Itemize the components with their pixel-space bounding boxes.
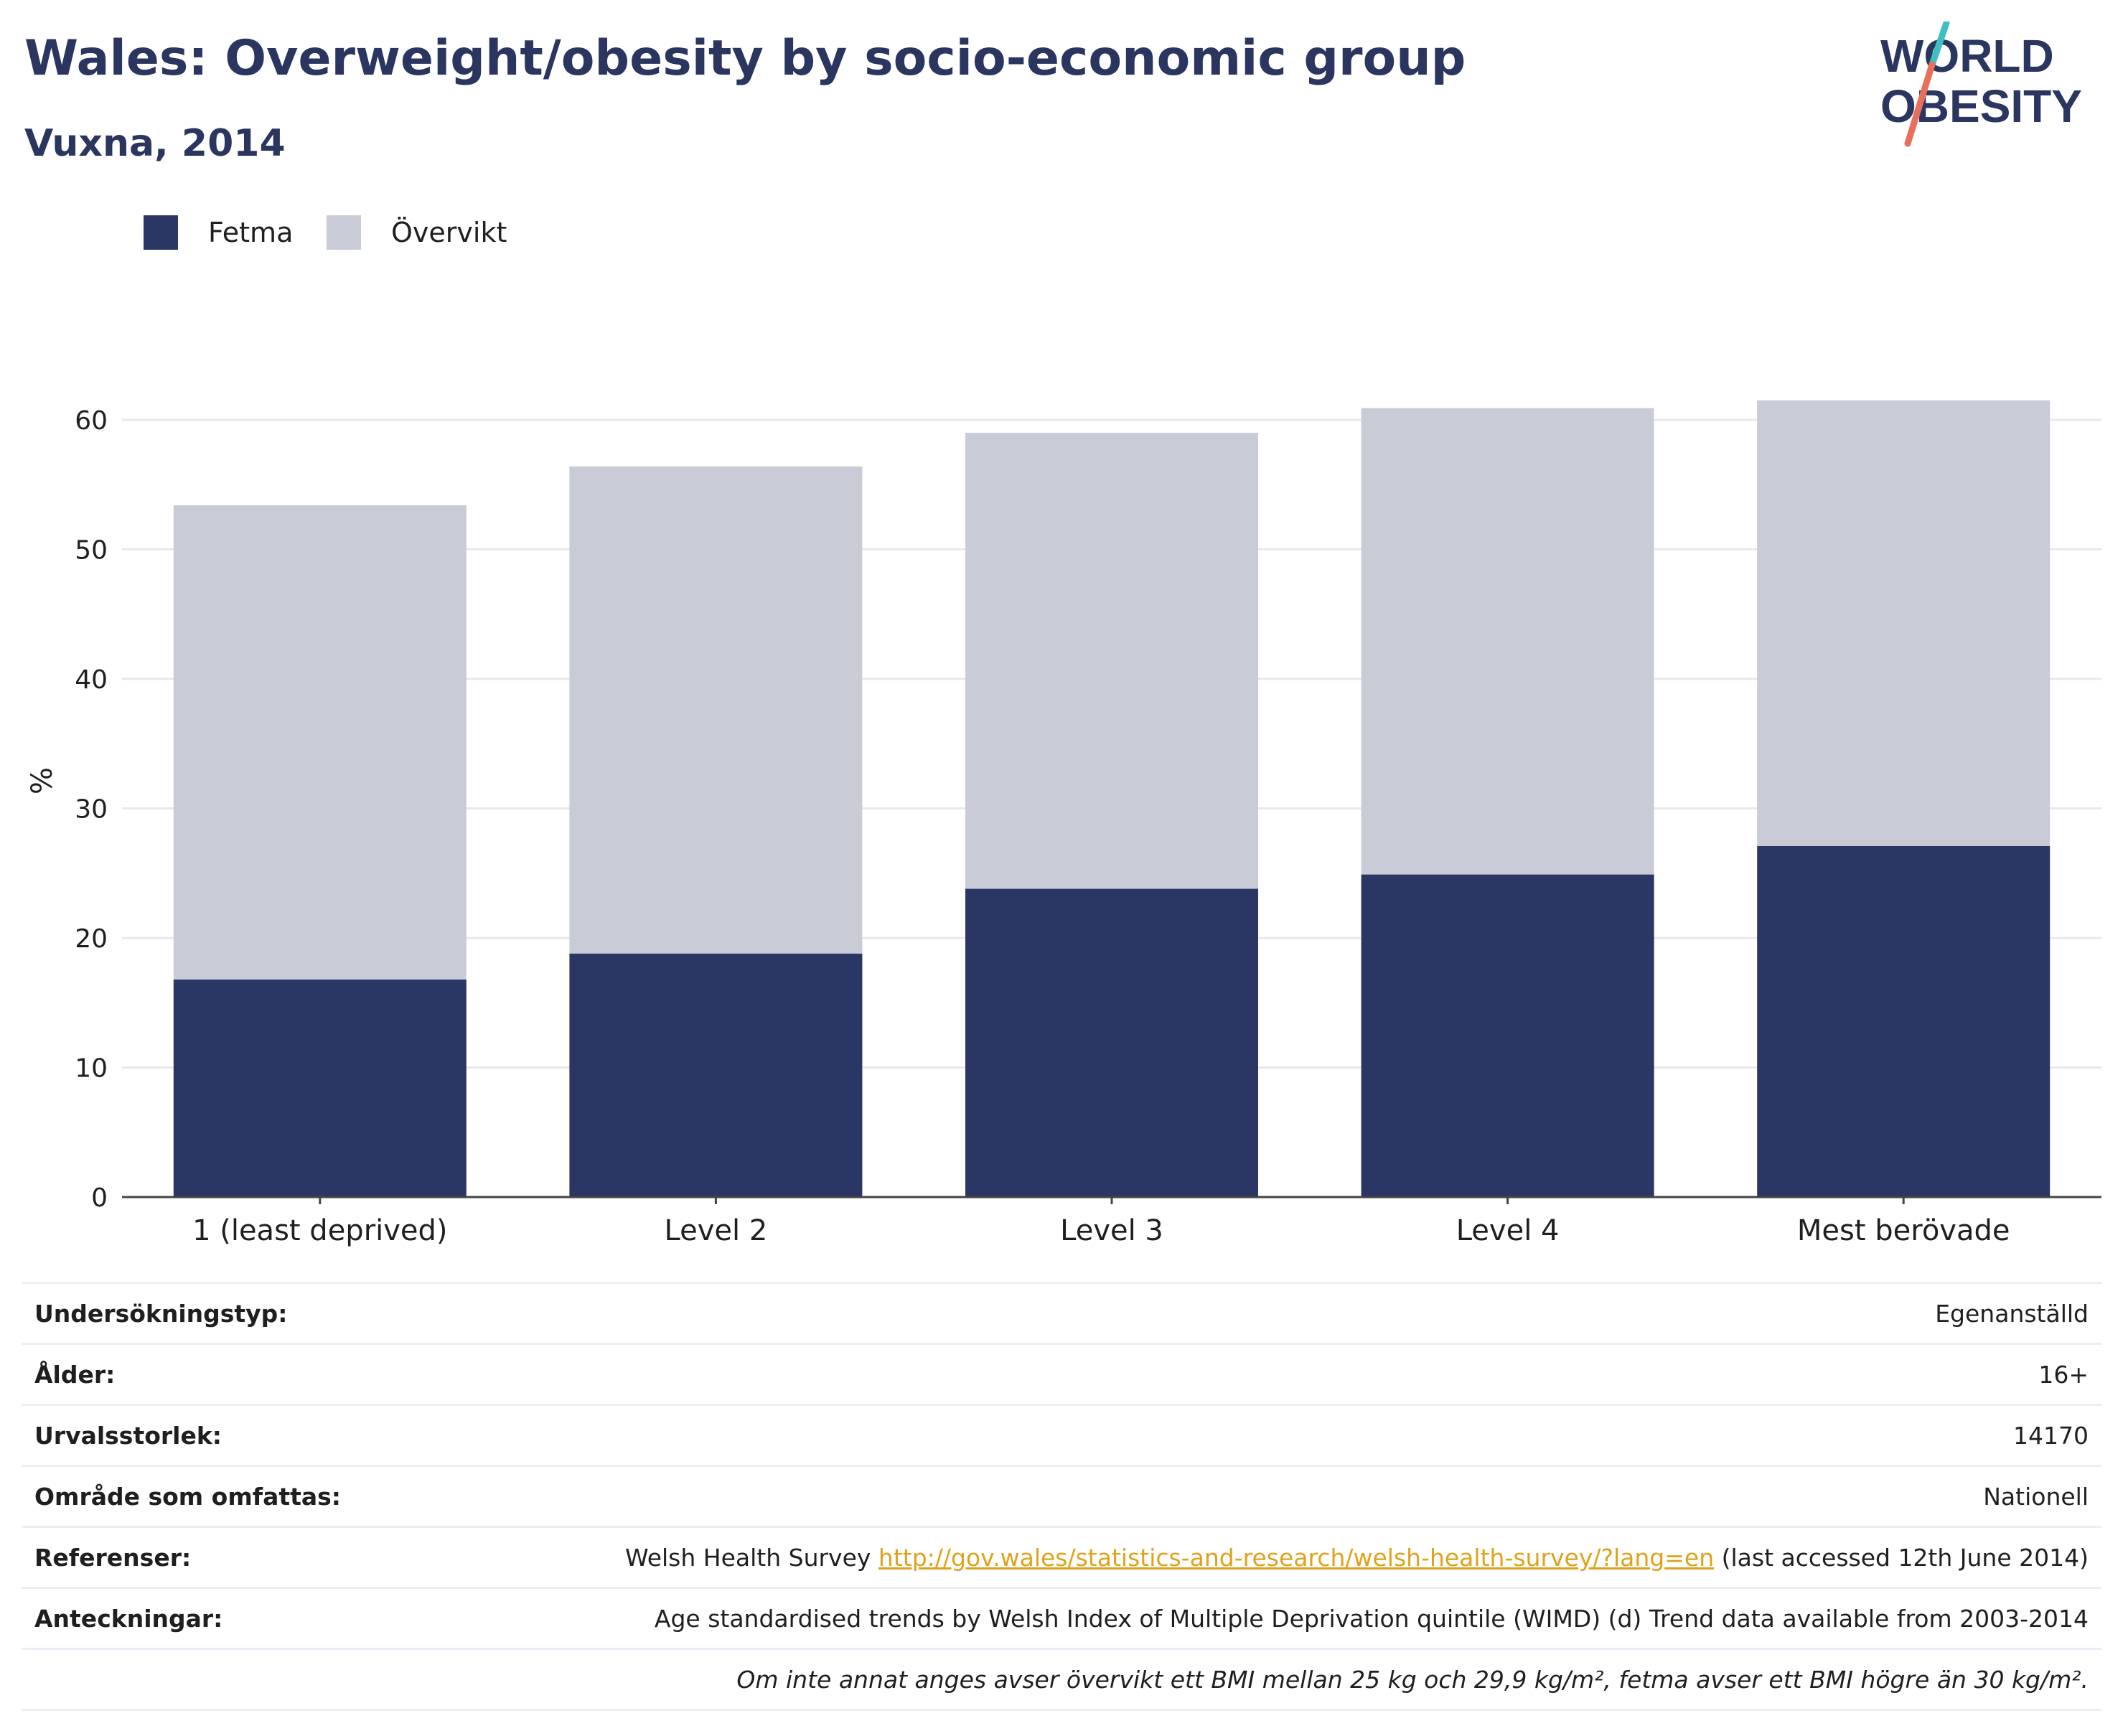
- info-label: Område som omfattas:: [34, 1483, 342, 1511]
- y-axis-label: %: [26, 767, 59, 794]
- info-table: Undersökningstyp: Egenanställd Ålder: 16…: [22, 1282, 2101, 1711]
- info-row-footnote: Om inte annat anges avser övervikt ett B…: [22, 1648, 2101, 1711]
- info-value: Age standardised trends by Welsh Index o…: [654, 1605, 2089, 1633]
- x-tick-label: Mest berövade: [1797, 1214, 2010, 1247]
- info-row-age: Ålder: 16+: [22, 1343, 2101, 1404]
- bar-overvikt: [965, 433, 1258, 889]
- footnote: Om inte annat anges avser övervikt ett B…: [736, 1666, 2089, 1694]
- legend-swatch-fetma: [144, 215, 178, 250]
- info-value: Egenanställd: [1935, 1300, 2089, 1328]
- info-value-references: Welsh Health Survey http://gov.wales/sta…: [625, 1544, 2089, 1572]
- info-value: Nationell: [1983, 1483, 2089, 1511]
- y-tick-label: 40: [75, 665, 108, 695]
- bar-fetma: [1361, 874, 1654, 1197]
- info-label: Urvalsstorlek:: [34, 1422, 222, 1450]
- bar-fetma: [569, 953, 863, 1197]
- logo-line1: WORLD: [1880, 30, 2054, 82]
- logo-slash-teal: [1928, 22, 1950, 68]
- reference-suffix: (last accessed 12th June 2014): [1714, 1544, 2089, 1572]
- info-value: 14170: [2013, 1422, 2089, 1450]
- info-row-area: Område som omfattas: Nationell: [22, 1465, 2101, 1526]
- bar-overvikt: [1361, 408, 1654, 875]
- chart-title: Wales: Overweight/obesity by socio-econo…: [24, 30, 1466, 87]
- info-label: Referenser:: [34, 1544, 192, 1572]
- x-tick-label: Level 2: [665, 1214, 768, 1247]
- info-label: Anteckningar:: [34, 1605, 223, 1633]
- y-tick-label: 20: [75, 924, 108, 954]
- legend-label-overvikt: Övervikt: [391, 217, 507, 248]
- x-tick-label: Level 3: [1060, 1214, 1163, 1247]
- info-row-sample-size: Urvalsstorlek: 14170: [22, 1404, 2101, 1465]
- x-tick-label: 1 (least deprived): [192, 1214, 447, 1247]
- bar-overvikt: [173, 505, 467, 980]
- info-row-references: Referenser: Welsh Health Survey http://g…: [22, 1526, 2101, 1587]
- y-tick-label: 60: [75, 406, 108, 436]
- y-tick-label: 50: [75, 536, 108, 566]
- chart-subtitle: Vuxna, 2014: [24, 122, 286, 165]
- legend-swatch-overvikt: [327, 215, 361, 250]
- bar-fetma: [1757, 845, 2051, 1197]
- info-label: Undersökningstyp:: [34, 1300, 288, 1328]
- world-obesity-logo: WORLD OBESITY: [1880, 22, 2082, 147]
- x-tick-label: Level 4: [1456, 1214, 1560, 1247]
- legend-label-fetma: Fetma: [208, 217, 294, 248]
- y-tick-label: 10: [75, 1054, 108, 1084]
- logo-slash-coral: [1904, 61, 1936, 147]
- bar-overvikt: [569, 466, 863, 954]
- bar-chart: 0 10 20 30 40 50 60% 1 (least deprived) Level 2 L…: [26, 400, 2101, 1247]
- bar-fetma: [173, 979, 467, 1197]
- info-value: 16+: [2038, 1361, 2089, 1389]
- info-row-survey-type: Undersökningstyp: Egenanställd: [22, 1282, 2101, 1343]
- bar-overvikt: [1757, 400, 2051, 846]
- bar-fetma: [965, 888, 1258, 1197]
- info-row-notes: Anteckningar: Age standardised trends by…: [22, 1587, 2101, 1648]
- info-label: Ålder:: [34, 1361, 116, 1389]
- reference-link[interactable]: http://gov.wales/statistics-and-research…: [878, 1544, 1715, 1572]
- y-tick-label: 0: [91, 1183, 108, 1213]
- reference-prefix: Welsh Health Survey: [625, 1544, 878, 1572]
- y-tick-label: 30: [75, 795, 108, 825]
